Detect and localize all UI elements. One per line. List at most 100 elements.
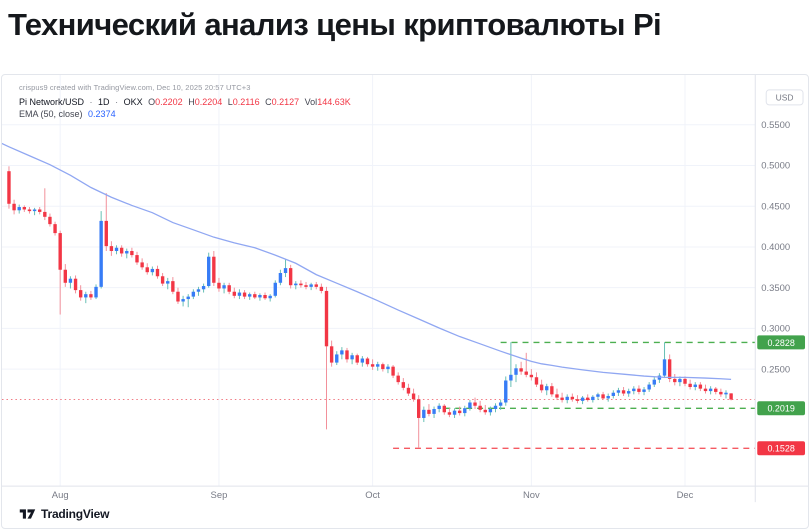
candle-body [509,374,513,381]
tradingview-brand: TradingView [41,507,110,521]
candle-body [386,366,390,370]
candle-body [268,295,272,299]
candle-body [391,366,395,376]
candle-body [432,409,436,414]
candle-body [222,285,226,289]
candle-body [406,387,411,394]
candle-body [17,207,21,211]
candle-body [176,291,180,302]
candle-body [452,410,457,415]
price-badge-0.1528: 0.1528 [757,441,806,456]
ema-line [2,142,732,381]
svg-text:0.2019: 0.2019 [767,404,794,414]
tradingview-attribution[interactable]: TradingView [19,507,109,521]
candle-body [217,282,221,289]
candle-body [703,388,708,392]
candle-body [140,262,144,268]
candle-body [253,294,257,298]
candle-body [524,371,528,375]
candle-body [411,393,416,400]
month-label-Aug: Aug [52,490,69,501]
candle-body [504,380,508,403]
candle-body [109,246,114,252]
candle-body [294,283,298,286]
candle-body [150,268,155,273]
candle-body [550,386,554,395]
candle-body [478,405,482,410]
candle-body [145,267,149,273]
candle-body [626,391,631,394]
candle-body [207,256,211,287]
candle-body [606,395,610,399]
candle-body [22,207,27,210]
candle-body [539,384,544,391]
candle-body [447,412,452,415]
candle-body [376,364,380,367]
candle-body [514,368,518,375]
candle-body [545,386,549,391]
candle-body [468,402,472,409]
price-levels [2,341,756,449]
candle-body [611,392,616,396]
candle-body [232,291,237,296]
candle-body [667,359,672,379]
candle-body [201,286,206,290]
candle-body [63,269,67,283]
candle-body [683,378,687,384]
candle-body [278,273,283,283]
candle-body [89,294,93,298]
page-title: Технический анализ цены криптовалюты Pi [8,7,662,42]
candle-body [616,390,621,393]
candles [7,166,733,449]
candle-body [519,368,523,372]
candle-body [662,359,667,376]
candle-body [247,294,252,297]
candle-body [365,358,370,365]
candle-body [186,296,190,300]
candle-body [155,268,160,277]
candle-body [596,394,600,397]
candle-body [319,286,324,291]
candle-body [724,392,728,395]
candle-body [437,405,441,410]
candle-body [324,290,329,347]
candle-body [473,402,477,406]
candle-body [299,283,303,286]
candle-body [12,203,16,211]
price-axis[interactable]: 0.5500 0.5000 0.4500 0.4000 0.3500 0.3000 0.25… [761,120,790,375]
candle-body [119,247,124,254]
price-badge-0.2019: 0.2019 [757,401,806,416]
candle-body [48,216,52,225]
candle-body [237,292,242,296]
price-tick-label: 0.3500 [761,283,790,294]
candle-body [329,346,334,363]
candle-body [652,379,656,385]
candle-body [212,256,216,283]
month-label-Sep: Sep [211,490,228,501]
candle-body [488,409,493,413]
candle-body [309,284,313,287]
price-chart-canvas[interactable]: 0.5500 0.5000 0.4500 0.4000 0.3500 0.3000 0.25… [2,75,808,528]
candle-body [693,384,697,388]
time-axis[interactable]: Aug Sep Oct Nov Dec [52,490,694,501]
candle-body [84,294,88,298]
candle-body [591,396,595,401]
candle-body [642,389,646,392]
price-tick-label: 0.2500 [761,364,790,375]
candle-body [345,350,349,360]
price-tick-label: 0.4500 [761,201,790,212]
candle-body [27,209,32,212]
candle-body [288,268,293,286]
price-tick-label: 0.4000 [761,242,790,253]
price-tick-label: 0.3000 [761,324,790,335]
candle-body [575,399,580,401]
tradingview-chart-widget[interactable]: crispus9 created with TradingView.com, D… [1,74,809,529]
currency-chip[interactable]: USD [765,89,804,106]
candle-body [114,247,119,252]
candle-body [171,281,175,292]
candle-body [632,388,636,392]
candle-body [7,171,11,204]
candle-body [43,211,47,217]
candle-body [708,388,713,392]
candle-body [304,285,308,287]
